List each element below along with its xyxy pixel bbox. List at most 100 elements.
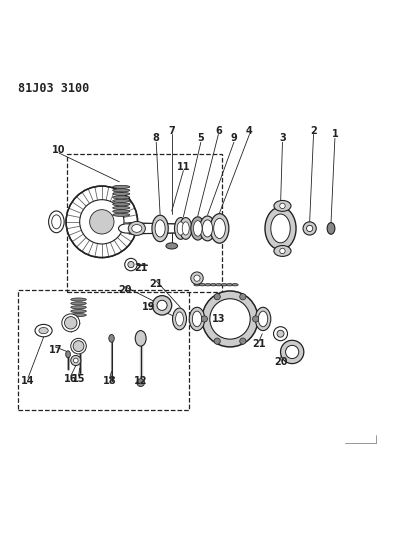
Circle shape (65, 317, 77, 329)
Ellipse shape (137, 379, 145, 386)
Circle shape (273, 327, 288, 341)
Circle shape (202, 291, 258, 347)
Ellipse shape (113, 203, 130, 206)
Ellipse shape (71, 313, 86, 317)
Ellipse shape (271, 214, 290, 243)
Text: 16: 16 (64, 374, 78, 384)
Ellipse shape (109, 335, 114, 342)
Circle shape (194, 275, 200, 281)
Ellipse shape (66, 186, 138, 257)
Ellipse shape (232, 284, 238, 286)
Circle shape (286, 345, 299, 359)
Circle shape (125, 259, 137, 271)
Bar (18, 290, 189, 410)
Text: 15: 15 (72, 374, 85, 384)
Text: 81J03 3100: 81J03 3100 (18, 82, 89, 95)
Ellipse shape (192, 311, 202, 327)
Ellipse shape (194, 284, 200, 286)
Ellipse shape (205, 284, 211, 286)
Ellipse shape (155, 220, 165, 237)
Text: 21: 21 (134, 263, 147, 273)
Text: 20: 20 (118, 285, 132, 295)
Text: 5: 5 (197, 133, 204, 143)
Circle shape (214, 338, 220, 344)
Text: 8: 8 (153, 133, 160, 143)
Ellipse shape (191, 217, 205, 240)
Text: 11: 11 (177, 163, 190, 173)
Circle shape (128, 262, 134, 268)
Text: 1: 1 (331, 130, 338, 140)
Ellipse shape (39, 327, 48, 334)
Circle shape (71, 356, 81, 366)
Circle shape (62, 314, 80, 332)
Text: 9: 9 (230, 133, 237, 143)
Ellipse shape (113, 210, 130, 213)
Circle shape (280, 203, 285, 208)
Text: 19: 19 (142, 302, 155, 312)
Circle shape (71, 338, 86, 354)
Ellipse shape (227, 284, 233, 286)
Text: 4: 4 (246, 126, 253, 135)
Text: 12: 12 (134, 376, 147, 386)
Ellipse shape (265, 207, 296, 250)
Ellipse shape (255, 308, 271, 330)
Text: 21: 21 (253, 339, 266, 349)
Circle shape (253, 316, 259, 322)
Circle shape (73, 358, 78, 363)
Text: 17: 17 (48, 345, 62, 355)
Ellipse shape (71, 306, 86, 309)
Ellipse shape (173, 308, 186, 330)
Ellipse shape (113, 199, 130, 203)
Ellipse shape (176, 312, 183, 326)
Ellipse shape (193, 221, 202, 236)
Circle shape (280, 248, 285, 254)
Circle shape (191, 272, 203, 285)
Circle shape (214, 294, 220, 300)
Ellipse shape (119, 224, 136, 233)
Ellipse shape (71, 298, 86, 301)
Ellipse shape (113, 185, 130, 189)
Text: 20: 20 (274, 357, 287, 367)
Circle shape (73, 341, 84, 352)
Text: 10: 10 (52, 145, 66, 155)
Ellipse shape (48, 211, 64, 233)
Text: 13: 13 (212, 314, 225, 324)
Circle shape (240, 338, 246, 344)
Bar (67, 154, 222, 292)
Circle shape (307, 225, 313, 231)
Ellipse shape (113, 213, 130, 216)
Circle shape (277, 330, 284, 337)
Ellipse shape (113, 196, 130, 199)
Ellipse shape (128, 221, 145, 236)
Ellipse shape (214, 219, 225, 239)
Text: 14: 14 (21, 376, 35, 386)
Ellipse shape (132, 224, 142, 232)
Circle shape (152, 296, 172, 315)
Ellipse shape (189, 308, 205, 330)
Ellipse shape (203, 220, 212, 237)
Text: 7: 7 (168, 126, 175, 135)
Ellipse shape (177, 222, 184, 235)
Text: 21: 21 (149, 279, 163, 289)
Ellipse shape (66, 351, 71, 358)
Ellipse shape (113, 206, 130, 209)
Circle shape (90, 209, 114, 234)
Ellipse shape (180, 217, 192, 239)
Ellipse shape (71, 302, 86, 305)
Circle shape (80, 200, 124, 244)
Ellipse shape (258, 311, 268, 327)
Ellipse shape (274, 246, 291, 256)
Ellipse shape (135, 330, 146, 346)
Ellipse shape (152, 215, 168, 241)
Ellipse shape (113, 192, 130, 196)
Ellipse shape (199, 284, 206, 286)
Ellipse shape (327, 223, 335, 235)
Text: 18: 18 (103, 376, 116, 386)
Text: 6: 6 (215, 126, 222, 135)
Ellipse shape (71, 310, 86, 313)
Ellipse shape (182, 222, 189, 235)
Circle shape (201, 316, 208, 322)
Text: 2: 2 (310, 126, 317, 135)
Ellipse shape (210, 214, 229, 243)
Ellipse shape (216, 284, 222, 286)
